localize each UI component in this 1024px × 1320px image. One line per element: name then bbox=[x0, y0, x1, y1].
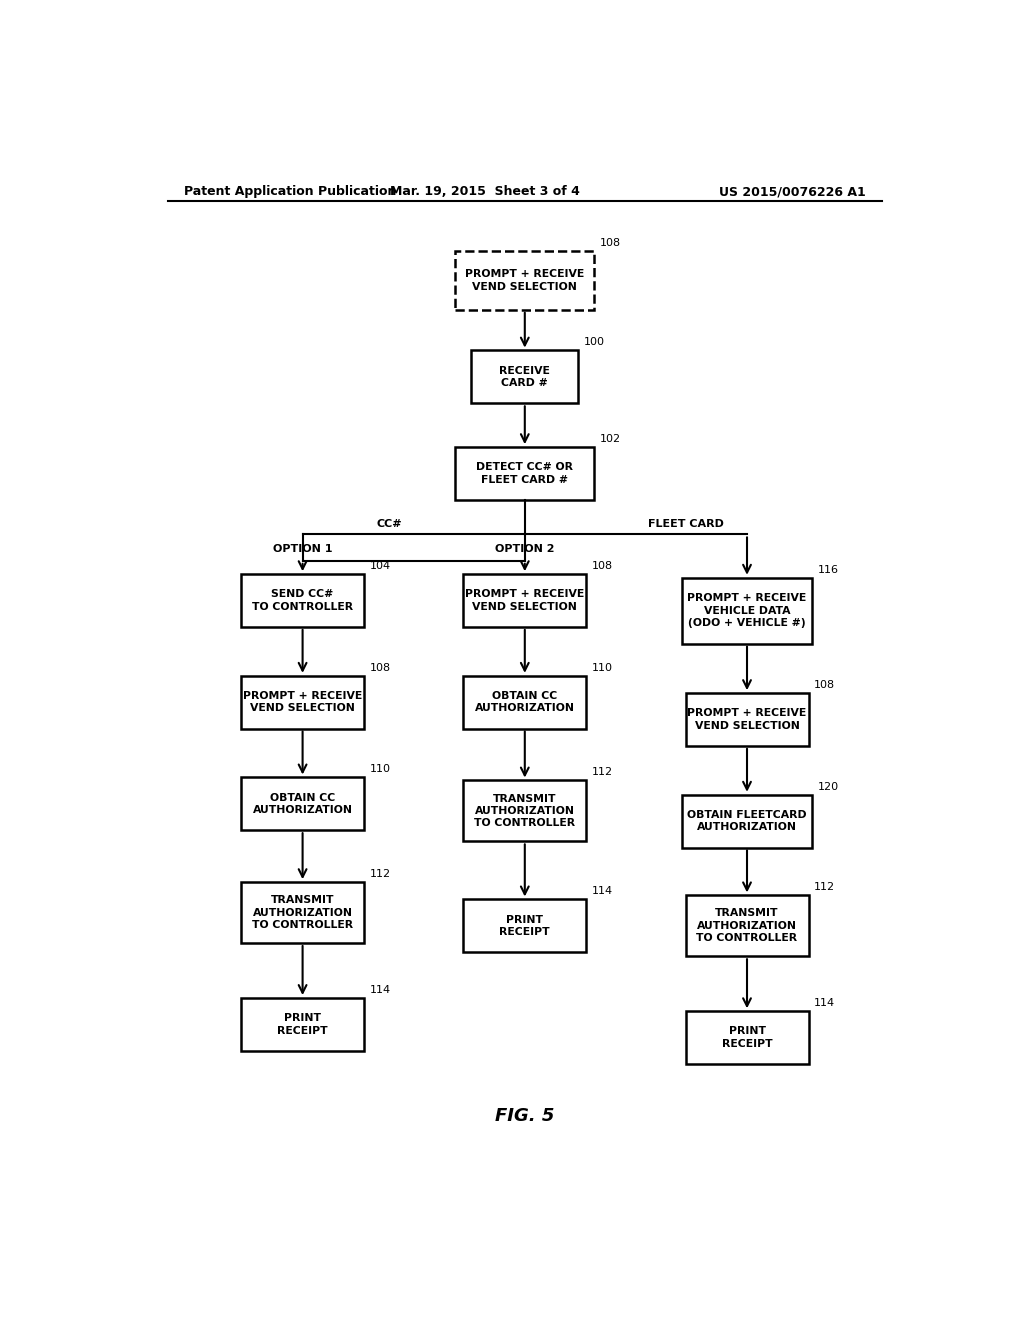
Text: FIG. 5: FIG. 5 bbox=[496, 1107, 554, 1125]
Bar bbox=[241, 998, 365, 1051]
Text: PROMPT + RECEIVE
VEND SELECTION: PROMPT + RECEIVE VEND SELECTION bbox=[243, 690, 362, 713]
Text: TRANSMIT
AUTHORIZATION
TO CONTROLLER: TRANSMIT AUTHORIZATION TO CONTROLLER bbox=[252, 895, 353, 931]
Text: 108: 108 bbox=[370, 663, 391, 673]
Bar bbox=[682, 578, 812, 644]
Text: FLEET CARD: FLEET CARD bbox=[648, 519, 724, 529]
Text: 102: 102 bbox=[600, 434, 621, 444]
Bar bbox=[463, 676, 587, 729]
Bar bbox=[463, 574, 587, 627]
Text: OPTION 2: OPTION 2 bbox=[495, 544, 555, 554]
Bar bbox=[463, 780, 587, 841]
Text: 110: 110 bbox=[370, 764, 390, 775]
Text: TRANSMIT
AUTHORIZATION
TO CONTROLLER: TRANSMIT AUTHORIZATION TO CONTROLLER bbox=[696, 908, 798, 944]
Text: OBTAIN CC
AUTHORIZATION: OBTAIN CC AUTHORIZATION bbox=[253, 792, 352, 814]
Text: PROMPT + RECEIVE
VEND SELECTION: PROMPT + RECEIVE VEND SELECTION bbox=[687, 709, 807, 731]
Text: PROMPT + RECEIVE
VEND SELECTION: PROMPT + RECEIVE VEND SELECTION bbox=[465, 269, 585, 292]
Bar bbox=[241, 574, 365, 627]
Text: 100: 100 bbox=[584, 338, 605, 347]
Text: OBTAIN CC
AUTHORIZATION: OBTAIN CC AUTHORIZATION bbox=[475, 690, 574, 713]
Text: 110: 110 bbox=[592, 663, 612, 673]
Text: TRANSMIT
AUTHORIZATION
TO CONTROLLER: TRANSMIT AUTHORIZATION TO CONTROLLER bbox=[474, 793, 575, 829]
Text: 114: 114 bbox=[370, 985, 391, 995]
Text: CC#: CC# bbox=[376, 519, 401, 529]
Bar bbox=[471, 351, 579, 404]
Text: PRINT
RECEIPT: PRINT RECEIPT bbox=[500, 915, 550, 937]
Text: SEND CC#
TO CONTROLLER: SEND CC# TO CONTROLLER bbox=[252, 589, 353, 611]
Text: US 2015/0076226 A1: US 2015/0076226 A1 bbox=[719, 185, 866, 198]
Bar bbox=[682, 795, 812, 847]
Bar bbox=[685, 693, 809, 746]
Text: 108: 108 bbox=[814, 680, 836, 690]
Text: PROMPT + RECEIVE
VEHICLE DATA
(ODO + VEHICLE #): PROMPT + RECEIVE VEHICLE DATA (ODO + VEH… bbox=[687, 593, 807, 628]
Text: OPTION 1: OPTION 1 bbox=[272, 544, 333, 554]
Bar bbox=[241, 777, 365, 830]
Text: OBTAIN FLEETCARD
AUTHORIZATION: OBTAIN FLEETCARD AUTHORIZATION bbox=[687, 810, 807, 833]
Text: 116: 116 bbox=[818, 565, 839, 574]
Text: 108: 108 bbox=[600, 238, 621, 248]
Bar bbox=[685, 1011, 809, 1064]
Text: 114: 114 bbox=[814, 998, 836, 1008]
Bar bbox=[463, 899, 587, 952]
Text: 120: 120 bbox=[818, 781, 839, 792]
Text: PRINT
RECEIPT: PRINT RECEIPT bbox=[278, 1014, 328, 1036]
Text: 112: 112 bbox=[370, 869, 391, 879]
Bar bbox=[241, 676, 365, 729]
Text: PROMPT + RECEIVE
VEND SELECTION: PROMPT + RECEIVE VEND SELECTION bbox=[465, 589, 585, 611]
Text: 112: 112 bbox=[814, 882, 836, 892]
Text: PRINT
RECEIPT: PRINT RECEIPT bbox=[722, 1027, 772, 1049]
Bar bbox=[685, 895, 809, 956]
Text: 114: 114 bbox=[592, 886, 613, 896]
Text: 112: 112 bbox=[592, 767, 613, 777]
Text: 104: 104 bbox=[370, 561, 391, 572]
Text: 108: 108 bbox=[592, 561, 613, 572]
Text: Mar. 19, 2015  Sheet 3 of 4: Mar. 19, 2015 Sheet 3 of 4 bbox=[390, 185, 580, 198]
Bar bbox=[241, 882, 365, 942]
Text: Patent Application Publication: Patent Application Publication bbox=[183, 185, 396, 198]
Text: DETECT CC# OR
FLEET CARD #: DETECT CC# OR FLEET CARD # bbox=[476, 462, 573, 484]
Bar bbox=[456, 447, 594, 500]
Text: RECEIVE
CARD #: RECEIVE CARD # bbox=[500, 366, 550, 388]
Bar bbox=[456, 251, 594, 310]
